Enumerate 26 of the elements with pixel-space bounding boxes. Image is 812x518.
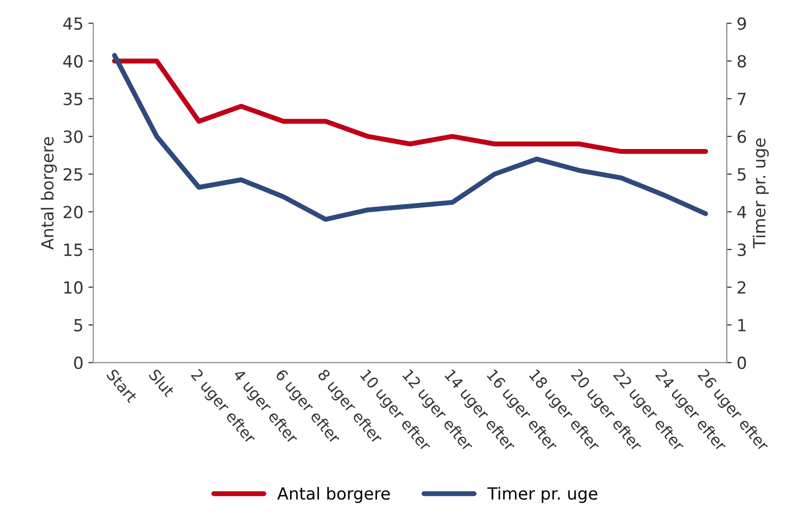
line-series	[112, 52, 708, 222]
y2-tick-label: 8	[738, 54, 746, 68]
y2-tick-label: 2	[738, 281, 746, 294]
line-series	[112, 58, 708, 154]
legend-label: Timer pr. uge	[487, 486, 598, 503]
y2-tick-label: 9	[738, 17, 746, 30]
y-tick-label: 40	[63, 54, 83, 68]
y2-axis-title: Timer pr. uge	[752, 138, 769, 248]
y2-tick-label: 4	[737, 206, 746, 218]
y2-tick-label: 7	[738, 92, 746, 106]
y2-tick-label: 5	[738, 168, 746, 181]
y2-tick-label: 1	[738, 319, 746, 332]
y2-tick-label: 6	[738, 130, 746, 143]
legend-label: Antal borgere	[277, 486, 390, 503]
y-tick-label: 20	[64, 206, 83, 218]
y2-tick-label: 3	[738, 243, 746, 256]
y-axis-title: Antal borgere	[40, 137, 57, 250]
y-tick-label: 35	[64, 92, 82, 106]
y-tick-label: 25	[64, 168, 82, 181]
y-tick-label: 30	[64, 130, 83, 143]
y-tick-label: 5	[74, 319, 82, 332]
y-tick-label: 15	[64, 244, 82, 256]
y-tick-label: 10	[64, 281, 83, 294]
y-tick-label: 0	[74, 356, 83, 370]
y2-tick-label: 0	[738, 356, 746, 370]
y-tick-label: 45	[63, 17, 82, 30]
